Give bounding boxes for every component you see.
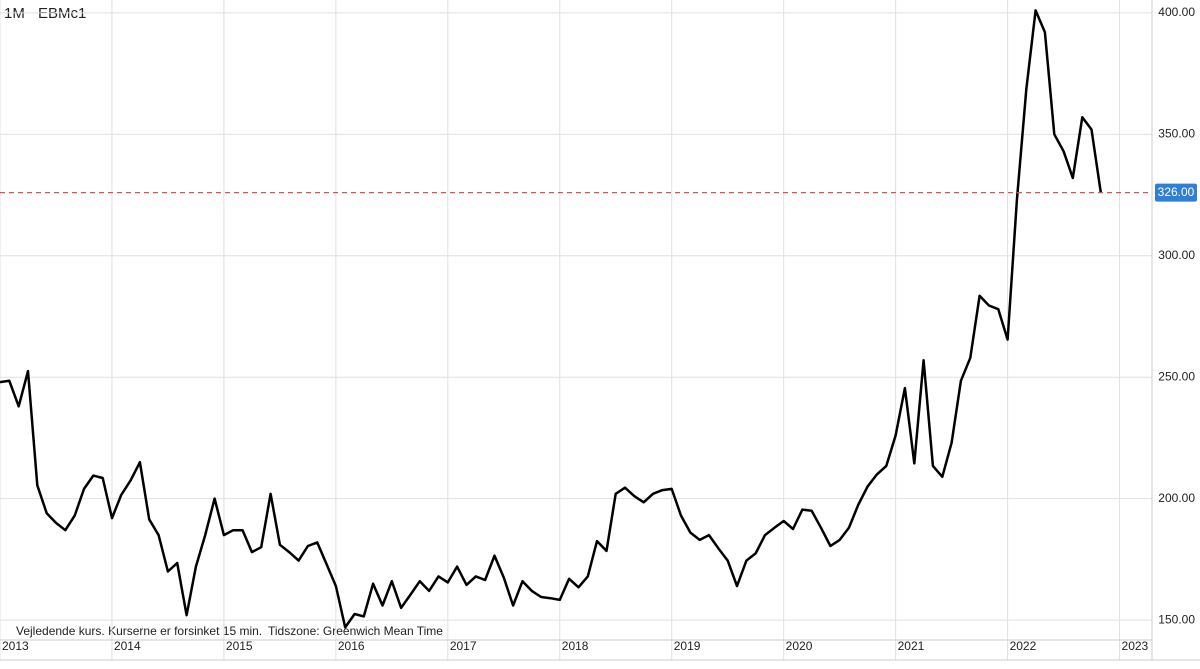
x-tick-label: 2020 bbox=[786, 639, 813, 653]
x-tick-label: 2022 bbox=[1010, 639, 1037, 653]
y-tick-label: 200.00 bbox=[1158, 491, 1195, 505]
y-tick-label: 400.00 bbox=[1158, 5, 1195, 19]
y-tick-label: 150.00 bbox=[1158, 612, 1195, 626]
x-tick-label: 2013 bbox=[2, 639, 29, 653]
y-tick-label: 350.00 bbox=[1158, 126, 1195, 140]
interval: 1M bbox=[4, 5, 25, 22]
x-tick-label: 2017 bbox=[450, 639, 477, 653]
y-tick-label: 300.00 bbox=[1158, 248, 1195, 262]
x-tick-label: 2015 bbox=[226, 639, 253, 653]
x-tick-label: 2019 bbox=[674, 639, 701, 653]
symbol: EBMc1 bbox=[38, 5, 86, 22]
x-tick-label: 2014 bbox=[114, 639, 141, 653]
price-line bbox=[0, 9, 1103, 629]
x-tick-label: 2023 bbox=[1122, 639, 1149, 653]
x-tick-label: 2016 bbox=[338, 639, 365, 653]
x-tick-label: 2021 bbox=[898, 639, 925, 653]
timezone: Tidszone: Greenwich Mean Time bbox=[268, 624, 443, 638]
footnote: Vejledende kurs. Kurserne er forsinket 1… bbox=[16, 624, 262, 638]
last-value-box bbox=[1155, 183, 1197, 202]
x-tick-label: 2018 bbox=[562, 639, 589, 653]
last-value-label: 326.00 bbox=[1158, 185, 1195, 199]
y-tick-label: 250.00 bbox=[1158, 369, 1195, 383]
